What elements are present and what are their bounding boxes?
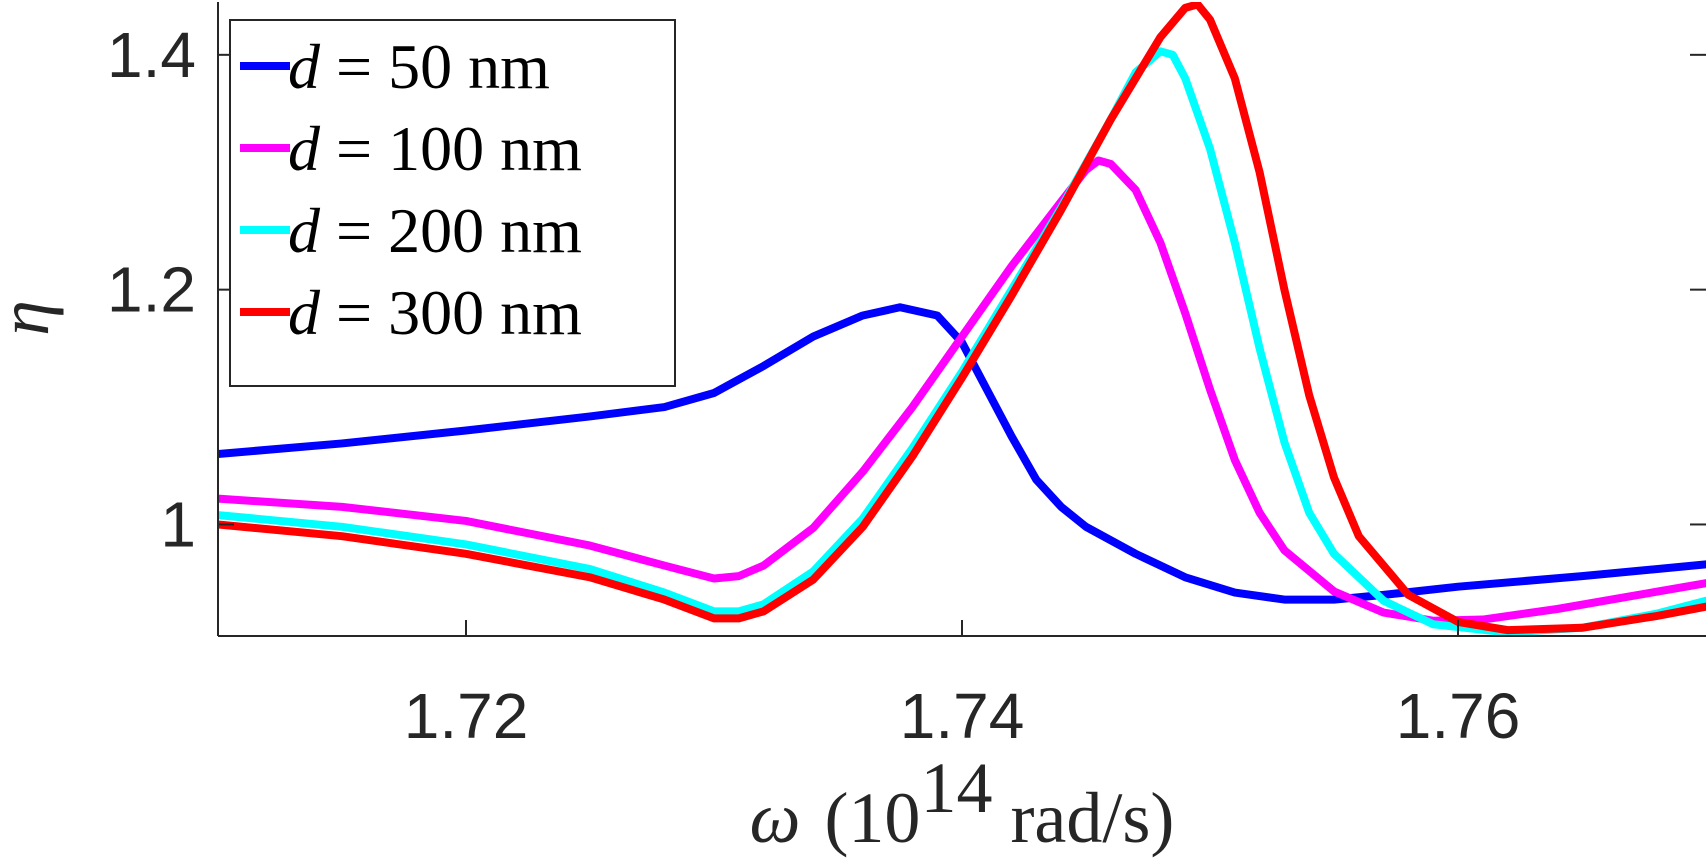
legend-label-var: d — [288, 277, 321, 348]
legend-label-rest: = 200 nm — [320, 195, 582, 266]
y-tick-label: 1 — [160, 488, 196, 560]
legend: d = 50 nmd = 100 nmd = 200 nmd = 300 nm — [229, 19, 676, 387]
series-layer — [218, 2, 1706, 636]
series-line-2 — [218, 156, 1706, 625]
legend-box — [229, 19, 676, 387]
x-axis-label-prefix: (10 — [824, 778, 920, 858]
x-tick-label: 1.72 — [404, 680, 529, 752]
x-tick-label: 1.76 — [1396, 680, 1521, 752]
x-axis-label-unit: rad/s) — [1010, 778, 1174, 858]
series-line-1 — [218, 303, 1706, 604]
legend-label-1: d = 50 nm — [288, 31, 550, 102]
x-tick-label: 1.74 — [900, 680, 1025, 752]
legend-label-4: d = 300 nm — [288, 277, 582, 348]
legend-label-var: d — [288, 113, 321, 184]
y-tick-label: 1.4 — [107, 19, 196, 91]
legend-label-var: d — [288, 195, 321, 266]
legend-label-var: d — [288, 31, 321, 102]
y-axis-label: η — [0, 300, 64, 336]
y-tick-label: 1.2 — [107, 254, 196, 326]
legend-label-rest: = 300 nm — [320, 277, 582, 348]
ticks-layer: 1.72 1.74 1.76 1 1.2 1.4 — [107, 19, 1706, 752]
x-axis-label-symbol: ω — [750, 778, 801, 858]
legend-label-rest: = 100 nm — [320, 113, 582, 184]
x-axis-label-exponent: 14 — [920, 748, 992, 828]
x-axis-label: ω (1014 rad/s) — [750, 748, 1175, 858]
series-line-4 — [218, 2, 1706, 635]
legend-label-3: d = 200 nm — [288, 195, 582, 266]
legend-label-rest: = 50 nm — [320, 31, 550, 102]
legend-label-2: d = 100 nm — [288, 113, 582, 184]
